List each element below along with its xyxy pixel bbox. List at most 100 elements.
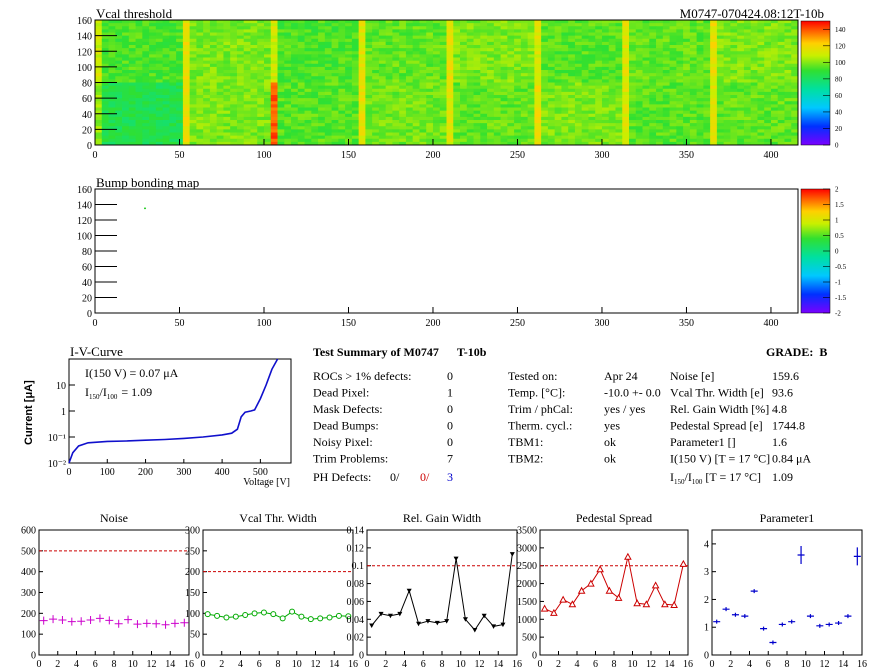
vcal-map-cell xyxy=(696,135,704,140)
vcal-map-cell xyxy=(507,141,515,146)
vcal-map-cell xyxy=(453,38,461,43)
vcal-map-cell xyxy=(507,110,515,115)
vcal-map-cell xyxy=(574,23,583,27)
vcal-map-cell xyxy=(723,107,731,112)
vcal-map-cell xyxy=(588,129,596,133)
vcal-map-cell xyxy=(149,88,157,93)
vcal-map-cell xyxy=(426,82,434,87)
vcal-map-cell xyxy=(209,138,218,143)
vcal-map-cell xyxy=(737,20,745,24)
vcal-map-cell xyxy=(493,135,501,140)
vcal-map-cells xyxy=(95,20,799,146)
vcal-map-cell xyxy=(493,85,501,90)
vcal-map-cell xyxy=(730,101,738,105)
vcal-map-cell xyxy=(683,54,691,58)
vcal-map-cell xyxy=(311,54,319,58)
vcal-map-cell xyxy=(554,32,562,37)
vcal-map-cell xyxy=(209,23,218,27)
vcal-map-cell xyxy=(142,23,150,27)
vcal-map-cell xyxy=(115,63,123,68)
vcal-map-cell xyxy=(372,51,380,55)
vcal-map-cell xyxy=(230,126,238,130)
vcal-map-cell xyxy=(108,85,116,90)
vcal-map-cell xyxy=(656,123,664,127)
vcal-map-cell xyxy=(108,51,116,55)
vcal-map-cell xyxy=(243,126,251,130)
vcal-map-cell xyxy=(351,113,360,118)
vcal-map-cell xyxy=(432,48,441,52)
vcal-map-cell xyxy=(95,129,103,133)
vcal-map-cell xyxy=(662,129,670,133)
vcal-map-cell xyxy=(770,141,779,146)
vcal-map-cell xyxy=(378,29,387,33)
vcal-map-cell xyxy=(629,26,637,30)
vcal-map-cell xyxy=(453,132,461,137)
vcal-map-cell xyxy=(689,23,698,27)
vcal-map-cell xyxy=(284,116,292,121)
vcal-map-cell xyxy=(345,63,353,68)
vcal-map-cell xyxy=(155,51,163,55)
vcal-map-cell xyxy=(487,35,495,40)
vcal-map-cell xyxy=(412,129,420,133)
vcal-map-cell xyxy=(480,88,488,93)
vcal-map-cell xyxy=(547,23,556,27)
vcal-map-cell xyxy=(784,113,792,118)
vcal-map-cell xyxy=(466,104,474,108)
vcal-map-cell xyxy=(291,82,299,87)
vcal-map-cell xyxy=(216,41,224,46)
vcal-map-cell xyxy=(284,95,292,99)
vcal-map-cell xyxy=(723,41,731,46)
vcal-map-cell xyxy=(595,82,603,87)
vcal-map-cell xyxy=(439,73,447,77)
vcal-map-cell xyxy=(223,88,231,93)
vcal-map-cell xyxy=(574,32,583,37)
vcal-map-cell xyxy=(595,54,603,58)
vcal-map-cell xyxy=(757,76,765,80)
vcal-map-cell xyxy=(182,88,191,93)
vcal-map-cell xyxy=(568,41,576,46)
vcal-map-cell xyxy=(284,79,292,83)
vcal-map-cell xyxy=(554,88,562,93)
vcal-map-cell xyxy=(209,116,218,121)
vcal-map-cell xyxy=(284,82,292,87)
vcal-map-cell xyxy=(649,95,657,99)
vcal-map-cell xyxy=(196,104,204,108)
vcal-map-cell xyxy=(365,88,373,93)
vcal-map-cell xyxy=(385,41,393,46)
vcal-map-cell xyxy=(257,138,265,143)
vcal-map-cell xyxy=(703,82,711,87)
vcal-map-cell xyxy=(216,26,224,30)
vcal-map-cell xyxy=(372,95,380,99)
vcal-map-cell xyxy=(385,138,393,143)
vcal-map-cell xyxy=(507,29,515,33)
vcal-map-cell xyxy=(764,70,772,74)
vcal-map-cell xyxy=(541,32,549,37)
vcal-map-cell xyxy=(520,79,529,83)
vcal-map-cell xyxy=(392,70,400,74)
vcal-map-cell xyxy=(108,135,116,140)
vcal-map-cell xyxy=(392,141,400,146)
vcal-map-cell xyxy=(230,70,238,74)
vcal-map-cell xyxy=(446,113,454,118)
vcal-map-cell xyxy=(345,57,353,62)
vcal-map-cell xyxy=(291,63,299,68)
vcal-map-cell xyxy=(723,57,731,62)
vcal-map-cell xyxy=(669,123,677,127)
vcal-map-cell xyxy=(568,51,576,55)
vcal-map-cell xyxy=(716,66,725,71)
vcal-map-cell xyxy=(649,141,657,146)
vcal-map-cell xyxy=(250,70,258,74)
vcal-map-cell xyxy=(203,63,211,68)
vcal-map-cell xyxy=(750,63,758,68)
vcal-map-cell xyxy=(473,29,481,33)
vcal-map-cell xyxy=(723,26,731,30)
vcal-map-cell xyxy=(520,141,529,146)
vcal-map-cell xyxy=(432,98,441,102)
vcal-map-cell xyxy=(662,113,670,118)
vcal-map-cell xyxy=(656,116,664,121)
summary-result-value: 159.6 xyxy=(772,369,799,383)
vcal-map-cell xyxy=(656,60,664,65)
vcal-map-cell xyxy=(777,54,785,58)
vcal-map-cell xyxy=(385,35,393,40)
vcal-map-cell xyxy=(547,73,556,77)
